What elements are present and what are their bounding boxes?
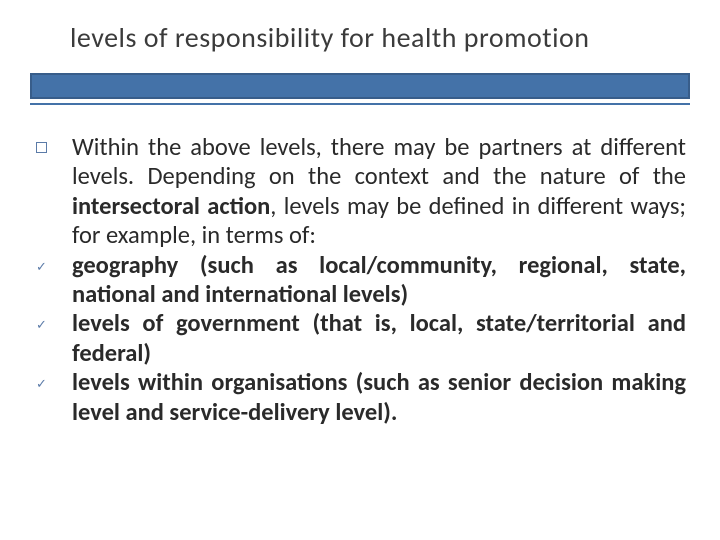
item-text: levels within organisations (such as sen…: [72, 368, 686, 427]
check-bullet-icon: ✓: [36, 319, 47, 332]
list-item: ✓ geography (such as local/community, re…: [34, 251, 686, 310]
check-bullet-icon: ✓: [36, 261, 47, 274]
slide: levels of responsibility for health prom…: [0, 0, 720, 540]
bullet-icon: [34, 133, 72, 158]
slide-title: levels of responsibility for health prom…: [0, 20, 720, 73]
list-item: ✓ levels of government (that is, local, …: [34, 309, 686, 368]
item-text: Within the above levels, there may be pa…: [72, 133, 686, 251]
accent-bar: [30, 73, 690, 99]
content-area: Within the above levels, there may be pa…: [0, 105, 720, 427]
check-bullet-icon: ✓: [36, 378, 47, 391]
list-item: ✓ levels within organisations (such as s…: [34, 368, 686, 427]
list-item: Within the above levels, there may be pa…: [34, 133, 686, 251]
item-text: geography (such as local/community, regi…: [72, 251, 686, 310]
accent-bar-container: [0, 73, 720, 105]
bullet-icon: ✓: [34, 309, 72, 334]
square-bullet-icon: [36, 142, 47, 153]
bullet-icon: ✓: [34, 368, 72, 393]
bullet-icon: ✓: [34, 251, 72, 276]
item-text: levels of government (that is, local, st…: [72, 309, 686, 368]
